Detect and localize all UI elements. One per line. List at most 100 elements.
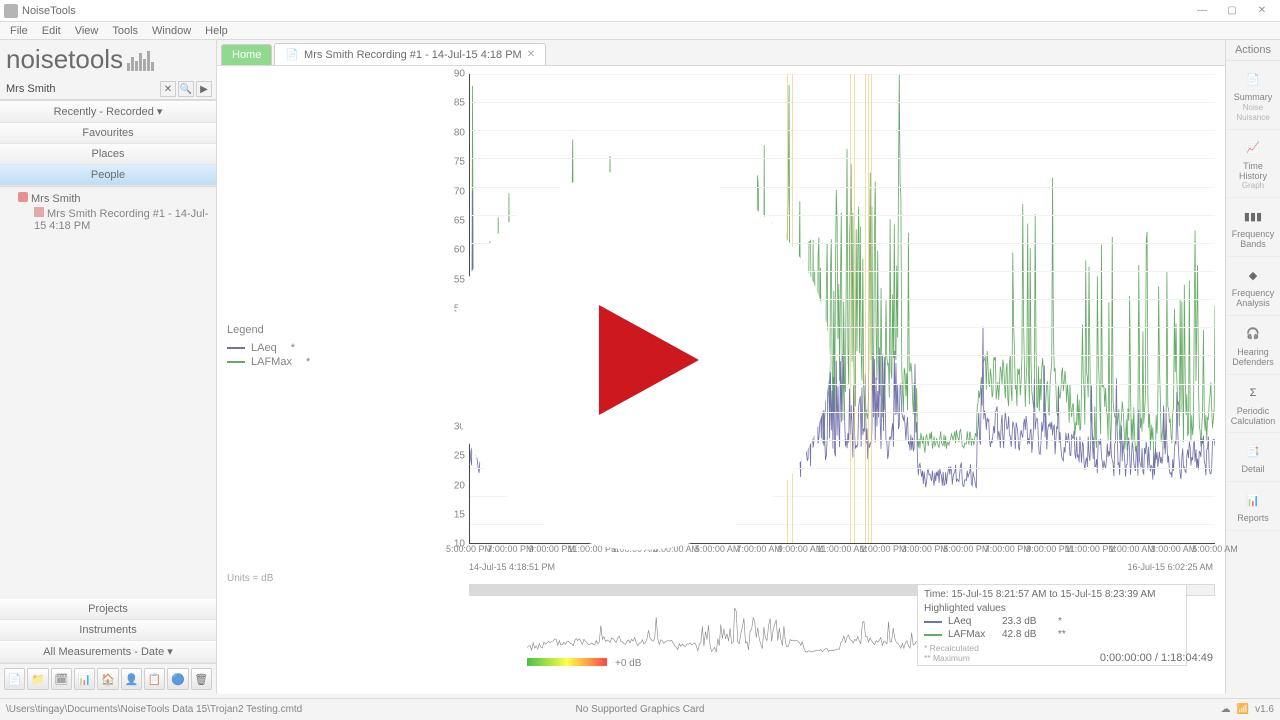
x-tick: 5:00:00 PM	[446, 544, 492, 554]
tool-5[interactable]: 🏠	[97, 668, 118, 690]
tree-person[interactable]: Mrs Smith	[6, 191, 210, 206]
nav-projects[interactable]: Projects	[0, 599, 216, 620]
y-tick: 35	[454, 392, 465, 403]
x-tick: 11:00:00 PM	[1065, 544, 1115, 554]
y-tick: 60	[454, 245, 465, 256]
nav-favourites[interactable]: Favourites	[0, 123, 216, 144]
x-tick: 3:00:00 AM	[653, 544, 699, 554]
status-version: v1.6	[1255, 704, 1274, 715]
left-panel: noisetools ✕ 🔍 ▶ Recently - Recorded ▾ F…	[0, 40, 217, 694]
tool-4[interactable]: 📊	[74, 668, 95, 690]
actions-title: Actions	[1226, 40, 1280, 61]
tree-recording[interactable]: Mrs Smith Recording #1 - 14-Jul-15 4:18 …	[6, 206, 210, 233]
y-tick: 65	[454, 216, 465, 227]
y-tick: 40	[454, 363, 465, 374]
action-reports[interactable]: 📊Reports	[1226, 482, 1280, 531]
menu-file[interactable]: File	[4, 23, 34, 39]
clear-search-button[interactable]: ✕	[160, 81, 176, 97]
y-tick: 50	[454, 304, 465, 315]
nav-people[interactable]: People	[0, 165, 216, 186]
chart[interactable]: 1015202530354045505560657075808590 5:00:…	[445, 74, 1215, 564]
x-tick: 7:00:00 PM	[985, 544, 1031, 554]
maximize-button[interactable]: ▢	[1218, 3, 1246, 19]
x-tick: 5:00:00 PM	[943, 544, 989, 554]
action-frequency-analysis[interactable]: ◆Frequency Analysis	[1226, 257, 1280, 316]
x-tick: 3:00:00 AM	[1151, 544, 1197, 554]
bars-icon: ▮▮▮	[1239, 204, 1267, 228]
x-tick: 7:00:00 PM	[487, 544, 533, 554]
headphones-icon: 🎧	[1239, 322, 1267, 346]
nav-recently[interactable]: Recently - Recorded ▾	[0, 101, 216, 123]
logo: noisetools	[0, 40, 216, 79]
action-periodic-calculation[interactable]: ΣPeriodic Calculation	[1226, 375, 1280, 434]
freq3d-icon: ◆	[1239, 263, 1267, 287]
tool-1[interactable]: 📄	[4, 668, 25, 690]
status-path: \Users\tingay\Documents\NoiseTools Data …	[6, 704, 302, 715]
file-icon: 📄	[285, 48, 299, 61]
action-hearing-defenders[interactable]: 🎧Hearing Defenders	[1226, 316, 1280, 375]
gradient-label: +0 dB	[615, 658, 641, 669]
x-tick: 1:00:00 AM	[612, 544, 658, 554]
search-button[interactable]: 🔍	[178, 81, 194, 97]
tabbar: Home 📄 Mrs Smith Recording #1 - 14-Jul-1…	[217, 40, 1225, 66]
reports-icon: 📊	[1239, 488, 1267, 512]
legend-item[interactable]: LAeq*	[227, 342, 310, 354]
legend-item[interactable]: LAFMax*	[227, 356, 310, 368]
network-icon: ☁	[1221, 704, 1231, 715]
menu-view[interactable]: View	[69, 23, 105, 39]
y-tick: 20	[454, 480, 465, 491]
y-tick: 30	[454, 421, 465, 432]
search-next-button[interactable]: ▶	[196, 81, 212, 97]
logo-icon	[127, 49, 157, 71]
chart-area: Legend LAeq*LAFMax* 10152025303540455055…	[217, 66, 1225, 694]
tool-8[interactable]: 🔵	[167, 668, 188, 690]
sigma-icon: Σ	[1239, 381, 1267, 405]
highlight-marker	[868, 74, 869, 543]
y-tick: 25	[454, 451, 465, 462]
recording-icon	[34, 207, 44, 217]
x-tick: 5:00:00 AM	[695, 544, 741, 554]
titlebar: NoiseTools — ▢ ✕	[0, 0, 1280, 22]
y-tick: 15	[454, 510, 465, 521]
highlight-marker	[792, 74, 793, 543]
wifi-icon: 📶	[1237, 704, 1249, 715]
highlight-marker	[854, 74, 855, 543]
detail-icon: 📑	[1239, 439, 1267, 463]
close-button[interactable]: ✕	[1248, 3, 1276, 19]
tool-7[interactable]: 📋	[144, 668, 165, 690]
nav-places[interactable]: Places	[0, 144, 216, 165]
highlight-marker	[871, 74, 872, 543]
minimize-button[interactable]: —	[1188, 3, 1216, 19]
y-tick: 85	[454, 98, 465, 109]
gradient-bar	[527, 658, 607, 666]
menu-help[interactable]: Help	[199, 23, 234, 39]
tool-6[interactable]: 👤	[121, 668, 142, 690]
y-tick: 45	[454, 333, 465, 344]
tool-2[interactable]: 📁	[27, 668, 48, 690]
units-label: Units = dB	[227, 573, 273, 584]
highlight-marker	[850, 74, 851, 543]
action-time-history[interactable]: 📈Time HistoryGraph	[1226, 130, 1280, 199]
info-time: Time: 15-Jul-15 8:21:57 AM to 15-Jul-15 …	[924, 589, 1180, 600]
search-input[interactable]	[4, 81, 158, 97]
center-panel: Home 📄 Mrs Smith Recording #1 - 14-Jul-1…	[217, 40, 1225, 694]
nav-measurements[interactable]: All Measurements - Date ▾	[0, 641, 216, 663]
tool-3[interactable]: 🗓	[51, 668, 72, 690]
timehist-icon: 📈	[1239, 136, 1267, 160]
action-detail[interactable]: 📑Detail	[1226, 433, 1280, 482]
action-frequency-bands[interactable]: ▮▮▮Frequency Bands	[1226, 198, 1280, 257]
plot-area[interactable]	[469, 74, 1215, 544]
action-summary[interactable]: 📄SummaryNoise Nuisance	[1226, 61, 1280, 130]
nav-instruments[interactable]: Instruments	[0, 620, 216, 641]
legend-title: Legend	[227, 324, 310, 336]
menu-window[interactable]: Window	[146, 23, 197, 39]
menu-edit[interactable]: Edit	[36, 23, 67, 39]
tab-home[interactable]: Home	[221, 44, 272, 65]
y-tick: 70	[454, 186, 465, 197]
menu-tools[interactable]: Tools	[106, 23, 144, 39]
x-tick: 11:00:00 PM	[568, 544, 618, 554]
tab-close-button[interactable]: ✕	[527, 49, 535, 60]
y-tick: 75	[454, 157, 465, 168]
tab-recording[interactable]: 📄 Mrs Smith Recording #1 - 14-Jul-15 4:1…	[274, 43, 546, 65]
tool-9[interactable]: 🗑	[191, 668, 212, 690]
